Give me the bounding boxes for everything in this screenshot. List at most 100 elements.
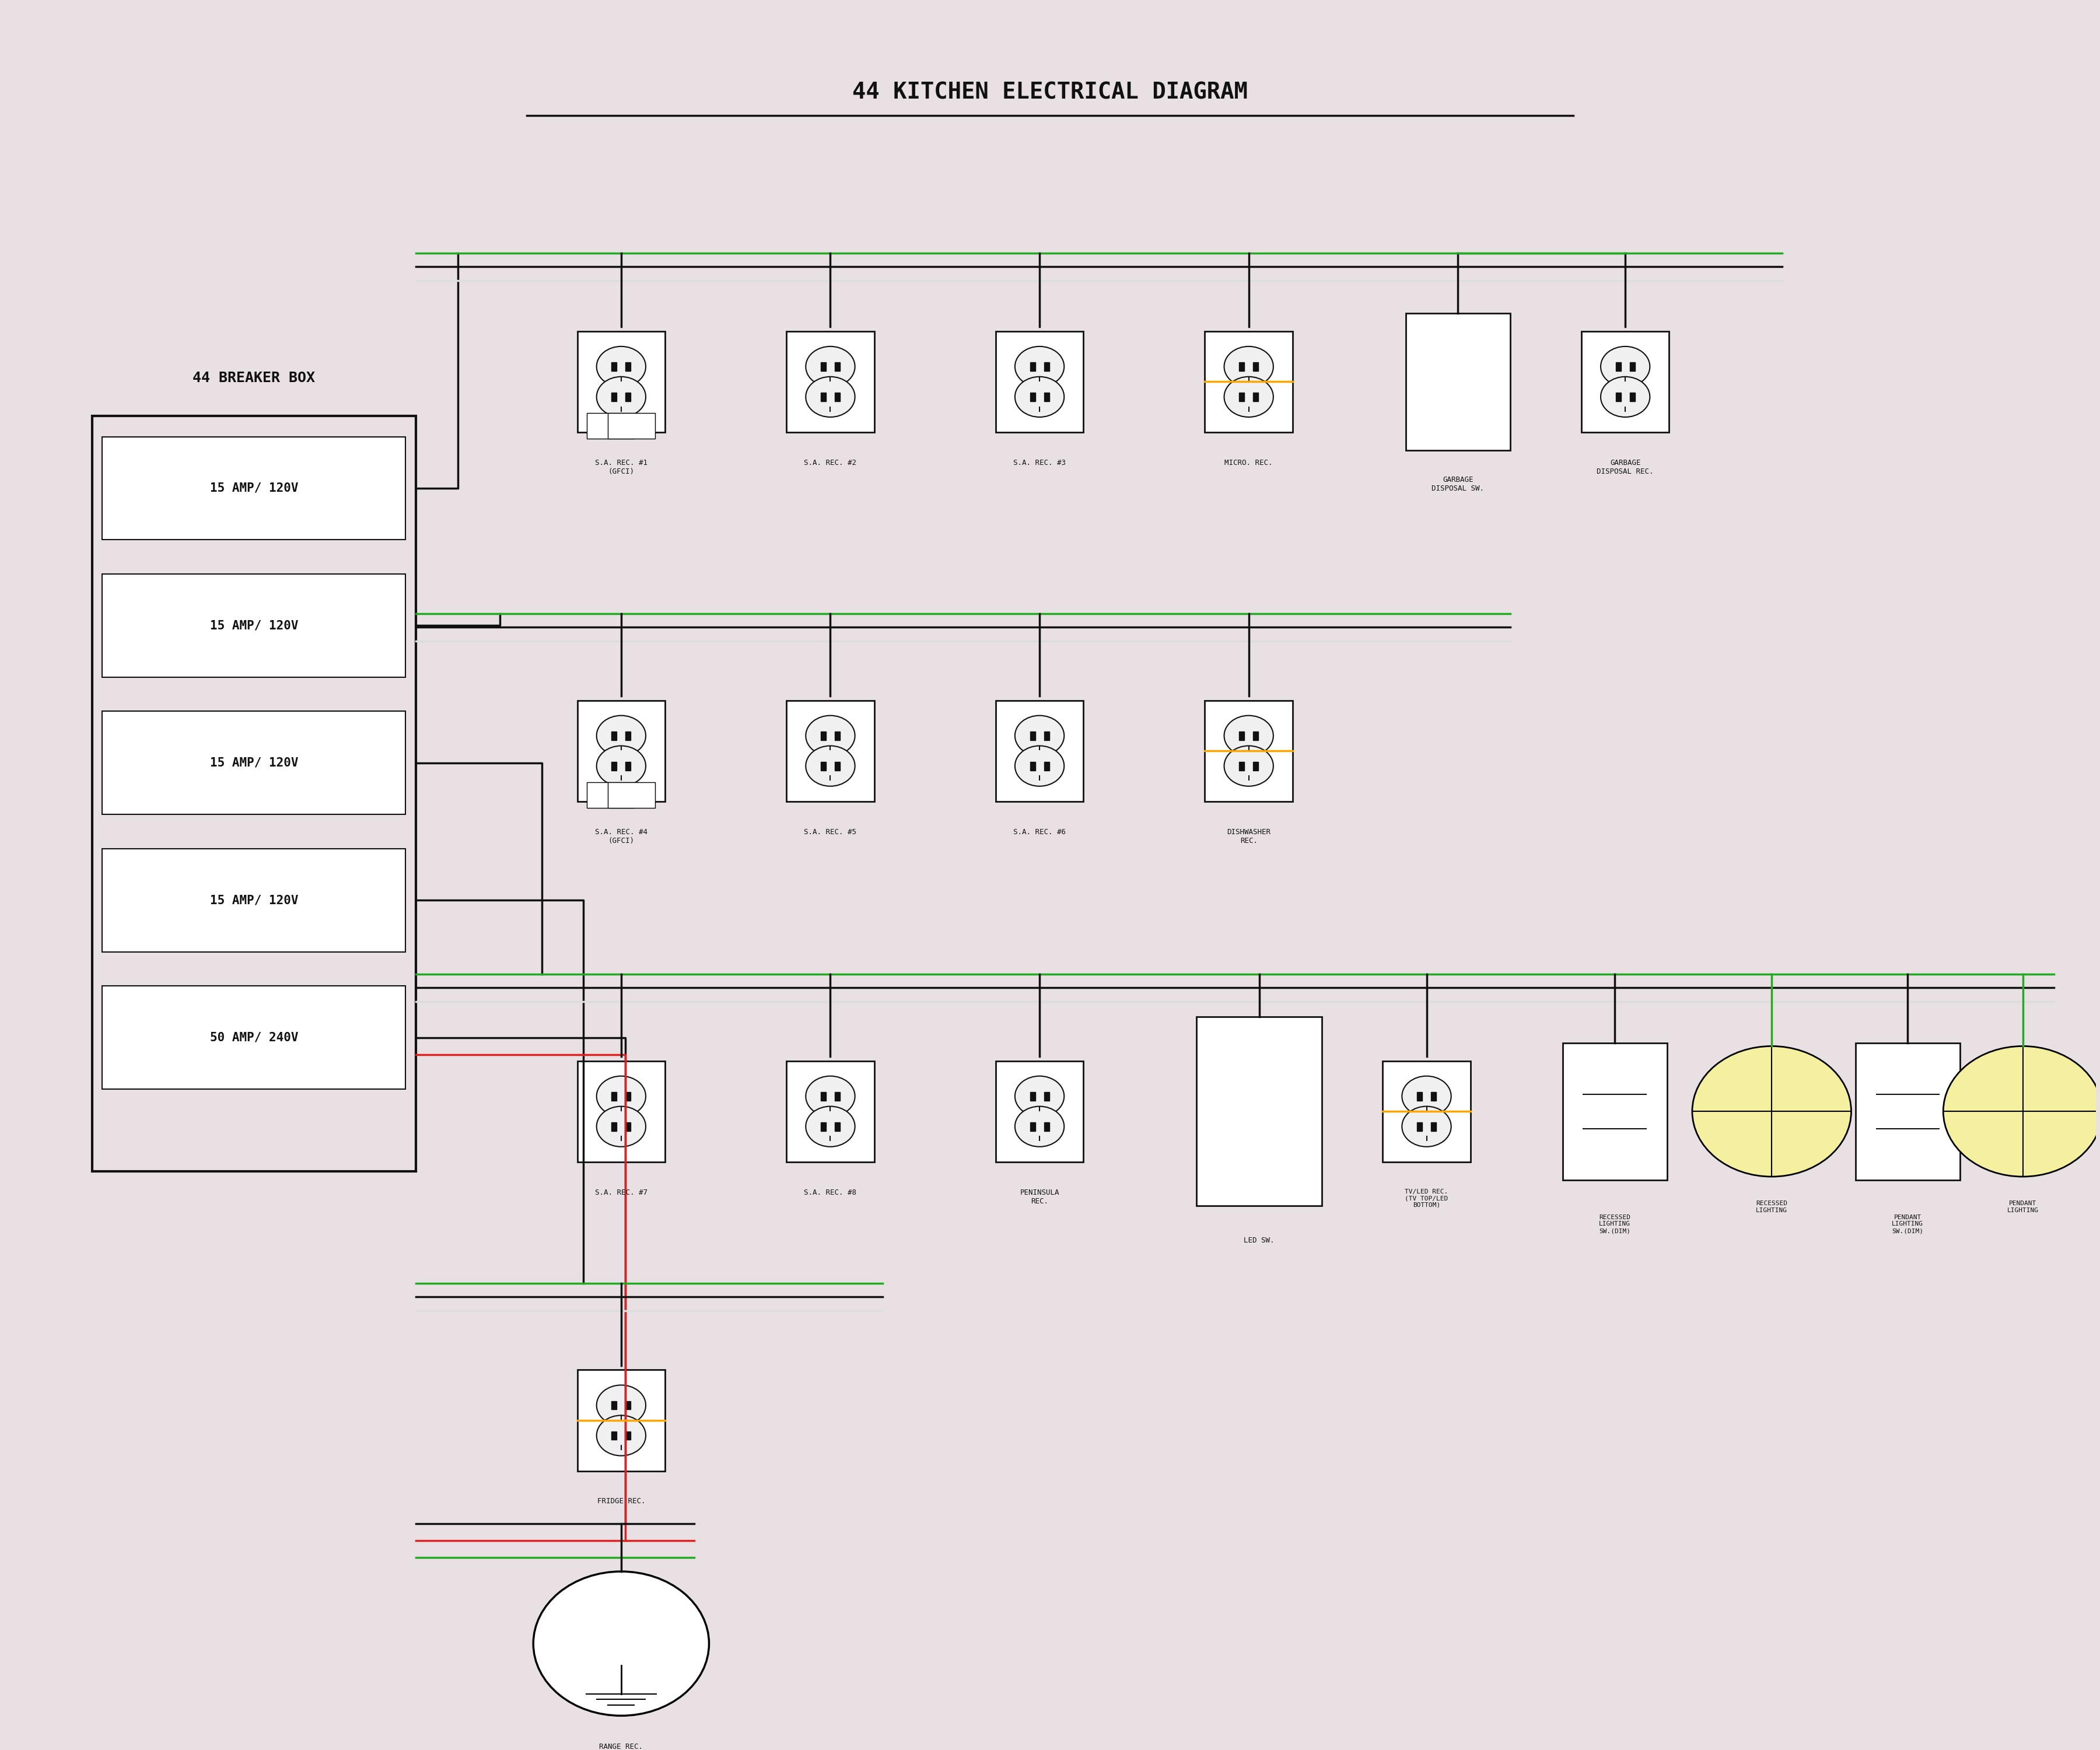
Text: 15 AMP/ 120V: 15 AMP/ 120V	[210, 758, 298, 768]
FancyBboxPatch shape	[626, 761, 630, 770]
FancyBboxPatch shape	[1044, 1092, 1050, 1101]
FancyBboxPatch shape	[834, 761, 840, 770]
Circle shape	[1224, 376, 1273, 416]
Circle shape	[1224, 716, 1273, 756]
FancyBboxPatch shape	[609, 413, 655, 439]
FancyBboxPatch shape	[1044, 392, 1050, 401]
FancyBboxPatch shape	[1430, 1122, 1436, 1130]
Circle shape	[806, 1106, 855, 1146]
FancyBboxPatch shape	[1197, 1017, 1321, 1206]
FancyBboxPatch shape	[834, 362, 840, 371]
Circle shape	[1014, 376, 1065, 416]
FancyBboxPatch shape	[1044, 362, 1050, 371]
FancyBboxPatch shape	[626, 362, 630, 371]
FancyBboxPatch shape	[821, 1092, 825, 1101]
FancyBboxPatch shape	[1382, 1060, 1470, 1162]
Circle shape	[806, 716, 855, 756]
FancyBboxPatch shape	[1029, 761, 1035, 770]
FancyBboxPatch shape	[626, 1092, 630, 1101]
FancyBboxPatch shape	[834, 732, 840, 740]
Circle shape	[1224, 346, 1273, 387]
Text: PENINSULA
REC.: PENINSULA REC.	[1021, 1188, 1058, 1206]
FancyBboxPatch shape	[1029, 1122, 1035, 1130]
Circle shape	[1224, 746, 1273, 786]
FancyBboxPatch shape	[626, 1402, 630, 1409]
FancyBboxPatch shape	[1254, 362, 1258, 371]
FancyBboxPatch shape	[611, 392, 617, 401]
Circle shape	[1014, 1106, 1065, 1146]
FancyBboxPatch shape	[1029, 362, 1035, 371]
FancyBboxPatch shape	[578, 1370, 666, 1472]
FancyBboxPatch shape	[785, 331, 874, 432]
Circle shape	[1014, 716, 1065, 756]
FancyBboxPatch shape	[1044, 761, 1050, 770]
FancyBboxPatch shape	[1239, 362, 1245, 371]
Circle shape	[596, 1384, 647, 1426]
Text: 44 KITCHEN ELECTRICAL DIAGRAM: 44 KITCHEN ELECTRICAL DIAGRAM	[853, 80, 1247, 103]
FancyBboxPatch shape	[821, 392, 825, 401]
Text: PENDANT
LIGHTING
SW.(DIM): PENDANT LIGHTING SW.(DIM)	[1892, 1214, 1924, 1234]
Circle shape	[596, 716, 647, 756]
Text: RECESSED
LIGHTING: RECESSED LIGHTING	[1756, 1200, 1787, 1213]
FancyBboxPatch shape	[1029, 392, 1035, 401]
FancyBboxPatch shape	[578, 700, 666, 802]
FancyBboxPatch shape	[103, 849, 405, 952]
Circle shape	[1014, 346, 1065, 387]
Text: 15 AMP/ 120V: 15 AMP/ 120V	[210, 620, 298, 632]
FancyBboxPatch shape	[626, 392, 630, 401]
FancyBboxPatch shape	[995, 700, 1084, 802]
FancyBboxPatch shape	[611, 1092, 617, 1101]
FancyBboxPatch shape	[995, 331, 1084, 432]
Circle shape	[806, 746, 855, 786]
Text: 44 BREAKER BOX: 44 BREAKER BOX	[193, 371, 315, 385]
Circle shape	[596, 1106, 647, 1146]
FancyBboxPatch shape	[1615, 392, 1621, 401]
Circle shape	[806, 376, 855, 416]
FancyBboxPatch shape	[611, 1432, 617, 1440]
FancyBboxPatch shape	[1044, 732, 1050, 740]
FancyBboxPatch shape	[1581, 331, 1670, 432]
Text: 15 AMP/ 120V: 15 AMP/ 120V	[210, 483, 298, 494]
FancyBboxPatch shape	[1205, 700, 1294, 802]
FancyBboxPatch shape	[821, 1122, 825, 1130]
FancyBboxPatch shape	[1254, 732, 1258, 740]
Text: FRIDGE REC.: FRIDGE REC.	[596, 1498, 645, 1505]
Text: TV/LED REC.
(TV TOP/LED
BOTTOM): TV/LED REC. (TV TOP/LED BOTTOM)	[1405, 1188, 1449, 1208]
FancyBboxPatch shape	[1205, 331, 1294, 432]
Circle shape	[596, 346, 647, 387]
FancyBboxPatch shape	[1254, 392, 1258, 401]
FancyBboxPatch shape	[626, 1432, 630, 1440]
Circle shape	[596, 1416, 647, 1456]
FancyBboxPatch shape	[995, 1060, 1084, 1162]
FancyBboxPatch shape	[578, 331, 666, 432]
Text: S.A. REC. #1
(GFCI): S.A. REC. #1 (GFCI)	[594, 459, 647, 476]
Text: S.A. REC. #6: S.A. REC. #6	[1014, 828, 1067, 836]
Text: RECESSED
LIGHTING
SW.(DIM): RECESSED LIGHTING SW.(DIM)	[1598, 1214, 1630, 1234]
Text: S.A. REC. #4
(GFCI): S.A. REC. #4 (GFCI)	[594, 828, 647, 845]
FancyBboxPatch shape	[821, 732, 825, 740]
FancyBboxPatch shape	[103, 710, 405, 814]
FancyBboxPatch shape	[611, 761, 617, 770]
FancyBboxPatch shape	[821, 761, 825, 770]
Circle shape	[1600, 376, 1651, 416]
Circle shape	[533, 1572, 710, 1715]
Circle shape	[1943, 1046, 2100, 1176]
Circle shape	[596, 746, 647, 786]
FancyBboxPatch shape	[834, 1122, 840, 1130]
Text: RANGE REC.: RANGE REC.	[598, 1743, 643, 1750]
FancyBboxPatch shape	[1630, 392, 1636, 401]
Text: DISHWASHER
REC.: DISHWASHER REC.	[1226, 828, 1270, 845]
FancyBboxPatch shape	[611, 732, 617, 740]
Text: S.A. REC. #8: S.A. REC. #8	[804, 1188, 857, 1197]
Circle shape	[1403, 1076, 1451, 1116]
FancyBboxPatch shape	[92, 416, 416, 1171]
Text: MICRO. REC.: MICRO. REC.	[1224, 459, 1273, 467]
FancyBboxPatch shape	[588, 413, 634, 439]
FancyBboxPatch shape	[611, 362, 617, 371]
Text: 15 AMP/ 120V: 15 AMP/ 120V	[210, 894, 298, 907]
FancyBboxPatch shape	[834, 1092, 840, 1101]
Text: S.A. REC. #3: S.A. REC. #3	[1014, 459, 1067, 467]
FancyBboxPatch shape	[1029, 1092, 1035, 1101]
FancyBboxPatch shape	[611, 1122, 617, 1130]
Circle shape	[1600, 346, 1651, 387]
